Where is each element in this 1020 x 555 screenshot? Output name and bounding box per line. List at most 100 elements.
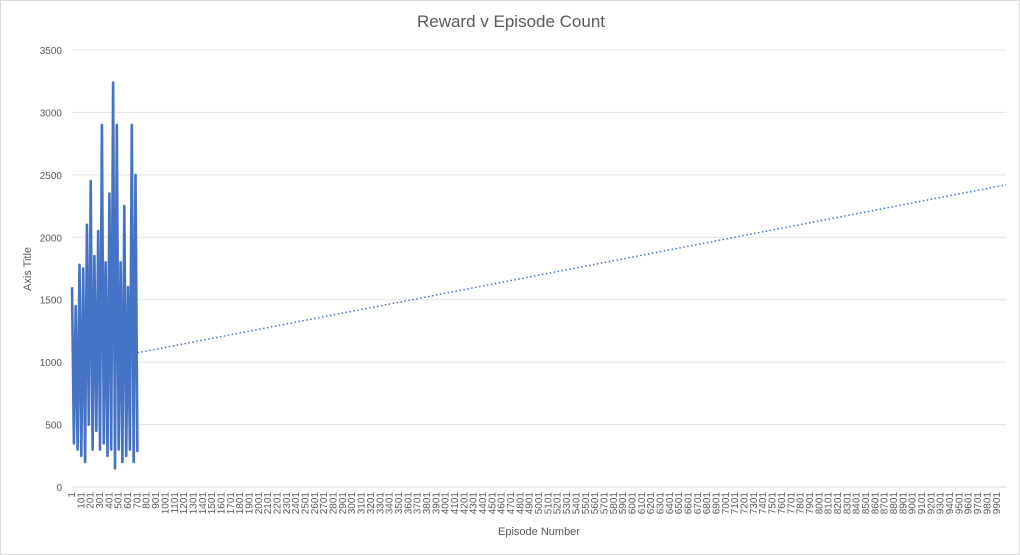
x-tick-label: 401: [104, 492, 115, 509]
x-tick-label: 3901: [431, 492, 442, 515]
x-tick-label: 8201: [833, 492, 844, 515]
x-tick-label: 6001: [627, 492, 638, 515]
x-tick-label: 4801: [515, 492, 526, 515]
x-tick-label: 8301: [842, 492, 853, 515]
y-tick-label: 1000: [40, 358, 63, 369]
x-tick-label: 6101: [637, 492, 648, 515]
x-tick-label: 6201: [646, 492, 657, 515]
x-tick-label: 8601: [870, 492, 881, 515]
x-tick-label: 6401: [665, 492, 676, 515]
x-tick-label: 7401: [758, 492, 769, 515]
x-tick-label: 3501: [394, 492, 405, 515]
x-tick-label: 6901: [712, 492, 723, 515]
x-tick-label: 9101: [917, 492, 928, 515]
x-tick-label: 4201: [459, 492, 470, 515]
x-tick-label: 4101: [450, 492, 461, 515]
x-tick-label: 4301: [469, 492, 480, 515]
x-tick-label: 9001: [908, 492, 919, 515]
x-tick-label: 4701: [506, 492, 517, 515]
x-tick-label: 5501: [581, 492, 592, 515]
x-tick-label: 5201: [553, 492, 564, 515]
x-tick-label: 7501: [768, 492, 779, 515]
x-tick-label: 1401: [198, 492, 209, 515]
x-tick-label: 4901: [525, 492, 536, 515]
y-tick-label: 1500: [40, 296, 63, 307]
trendline: [137, 184, 1007, 354]
x-tick-label: 2001: [254, 492, 265, 515]
y-tick-label: 0: [56, 483, 62, 494]
x-tick-label: 7801: [796, 492, 807, 515]
x-tick-label: 5301: [562, 492, 573, 515]
x-tick-label: 1601: [216, 492, 227, 515]
x-tick-label: 6301: [655, 492, 666, 515]
x-tick-label: 9501: [954, 492, 965, 515]
x-tick-label: 1301: [188, 492, 199, 515]
x-tick-label: 6601: [684, 492, 695, 515]
x-tick-label: 9201: [926, 492, 937, 515]
x-tick-label: 2801: [329, 492, 340, 515]
x-tick-label: 4001: [441, 492, 452, 515]
x-tick-label: 901: [151, 492, 162, 509]
x-tick-label: 2701: [319, 492, 330, 515]
x-tick-label: 4601: [497, 492, 508, 515]
x-tick-label: 7301: [749, 492, 760, 515]
x-tick-label: 1201: [179, 492, 190, 515]
x-tick-label: 4401: [478, 492, 489, 515]
x-tick-label: 1701: [226, 492, 237, 515]
x-tick-label: 3201: [366, 492, 377, 515]
x-tick-label: 7901: [805, 492, 816, 515]
x-tick-label: 1101: [170, 492, 181, 514]
x-tick-label: 9801: [982, 492, 993, 515]
x-tick-label: 3001: [347, 492, 358, 515]
chart-title: Reward v Episode Count: [416, 12, 606, 31]
x-tick-label: 5801: [609, 492, 620, 515]
x-tick-label: 2101: [263, 492, 274, 515]
x-tick-label: 7701: [786, 492, 797, 515]
reward-series-line: [70, 81, 139, 470]
y-tick-label: 2500: [40, 171, 63, 182]
x-tick-label: 9401: [945, 492, 956, 515]
x-tick-label: 5401: [571, 492, 582, 515]
x-tick-label: 8401: [852, 492, 863, 515]
x-tick-label: 801: [142, 492, 153, 509]
x-tick-label: 2901: [338, 492, 349, 515]
x-tick-label: 601: [123, 492, 134, 509]
x-tick-label: 2501: [301, 492, 312, 515]
x-tick-label: 9601: [964, 492, 975, 515]
x-tick-label: 5701: [599, 492, 610, 515]
x-tick-label: 6801: [702, 492, 713, 515]
y-tick-label: 3500: [40, 46, 63, 57]
x-tick-label: 8101: [824, 492, 835, 515]
x-tick-label: 8901: [898, 492, 909, 515]
y-tick-label: 3000: [40, 108, 63, 119]
x-tick-label: 8001: [814, 492, 825, 515]
x-tick-label: 7001: [721, 492, 732, 515]
x-tick-label: 301: [95, 492, 106, 509]
x-tick-label: 7601: [777, 492, 788, 515]
x-tick-label: 1901: [244, 492, 255, 515]
x-tick-label: 2401: [291, 492, 302, 515]
x-tick-label: 5901: [618, 492, 629, 515]
x-tick-label: 1001: [160, 492, 171, 515]
x-tick-label: 3301: [375, 492, 386, 515]
x-tick-label: 1501: [207, 492, 218, 515]
y-tick-label: 2000: [40, 233, 63, 244]
x-tick-label: 3701: [413, 492, 424, 515]
x-tick-label: 701: [132, 492, 143, 509]
x-tick-label: 8501: [861, 492, 872, 515]
y-tick-label: 500: [45, 421, 62, 432]
x-tick-label: 6501: [674, 492, 685, 515]
x-tick-label: 7101: [730, 492, 741, 515]
x-tick-label: 4501: [487, 492, 498, 515]
x-tick-label: 8701: [880, 492, 891, 515]
x-tick-label: 101: [76, 492, 87, 509]
x-tick-label: 5001: [534, 492, 545, 515]
x-tick-label: 501: [114, 492, 125, 509]
x-tick-label: 9701: [973, 492, 984, 515]
x-axis-title: Episode Number: [498, 526, 580, 538]
x-tick-label: 3401: [385, 492, 396, 515]
x-tick-label: 3101: [357, 492, 368, 515]
x-tick-label: 7201: [740, 492, 751, 515]
x-tick-label: 201: [86, 492, 97, 509]
